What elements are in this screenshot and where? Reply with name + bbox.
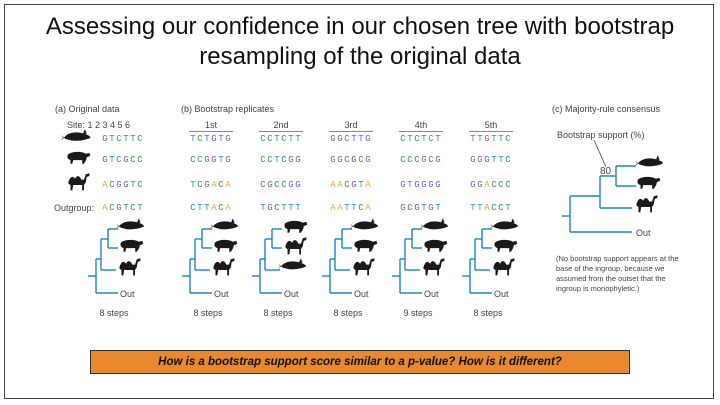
camel-icon-consensus: [636, 195, 658, 213]
outgroup-tip-label: Out: [636, 228, 651, 238]
site-label: Site: 1 2 3 4 5 6: [67, 120, 131, 130]
camel-tip: [213, 258, 235, 276]
outgroup-tip-label: Out: [120, 289, 135, 299]
camel-icon: [68, 173, 90, 191]
pig-tip: [354, 239, 378, 252]
replicate-header-2: 2nd: [259, 120, 303, 132]
outgroup-tip-label: Out: [214, 289, 229, 299]
bootstrap-support-value: 80: [600, 166, 612, 177]
pig-tip: [284, 220, 308, 233]
camel-tip: [423, 258, 445, 276]
whale-tip: [490, 218, 519, 230]
pig-tip: [214, 239, 238, 252]
camel-tip: [285, 237, 307, 255]
panel-c-label: (c) Majority-rule consensus: [552, 104, 661, 114]
steps-replicate-1: 8 steps: [193, 308, 223, 318]
panel-a-label: (a) Original data: [55, 104, 120, 114]
outgroup-label: Outgroup:: [54, 203, 95, 213]
replicate-header-5: 5th: [469, 120, 513, 132]
steps-replicate-4: 9 steps: [403, 308, 433, 318]
camel-tip: [353, 258, 375, 276]
steps-replicate-5: 8 steps: [473, 308, 503, 318]
whale-tip: [116, 218, 145, 230]
panel-b-label: (b) Bootstrap replicates: [181, 104, 275, 114]
camel-tip: [493, 258, 515, 276]
camel-tip: [119, 258, 141, 276]
support-pointer: [593, 139, 607, 168]
outgroup-tip-label: Out: [494, 289, 509, 299]
replicate-header-4: 4th: [399, 120, 443, 132]
whale-tip: [350, 218, 379, 230]
pig-icon: [67, 151, 91, 164]
pig-tip: [494, 239, 518, 252]
whale-icon: [61, 129, 91, 141]
replicate-header-3: 3rd: [329, 120, 373, 132]
slide-title-line-1: Assessing our confidence in our chosen t…: [45, 13, 675, 40]
whale-tip: [420, 218, 449, 230]
whale-icon-consensus: [635, 155, 664, 167]
bootstrap-support-label: Bootstrap support (%): [557, 130, 645, 140]
steps-original: 8 steps: [99, 308, 129, 318]
outgroup-tip-label: Out: [424, 289, 439, 299]
steps-replicate-2: 8 steps: [263, 308, 293, 318]
slide-title-line-2: resampling of the original data: [199, 43, 521, 70]
steps-replicate-3: 8 steps: [333, 308, 363, 318]
pig-icon-consensus: [637, 176, 661, 189]
consensus-note: (No bootstrap support appears at the bas…: [556, 254, 679, 293]
pig-tip: [424, 239, 448, 252]
outgroup-tip-label: Out: [284, 289, 299, 299]
slide-frame: [4, 4, 714, 399]
replicate-header-1: 1st: [189, 120, 233, 132]
question-banner: How is a bootstrap support score similar…: [90, 350, 630, 374]
whale-tip: [278, 258, 307, 270]
whale-tip: [210, 218, 239, 230]
outgroup-tip-label: Out: [354, 289, 369, 299]
pig-tip: [120, 239, 144, 252]
